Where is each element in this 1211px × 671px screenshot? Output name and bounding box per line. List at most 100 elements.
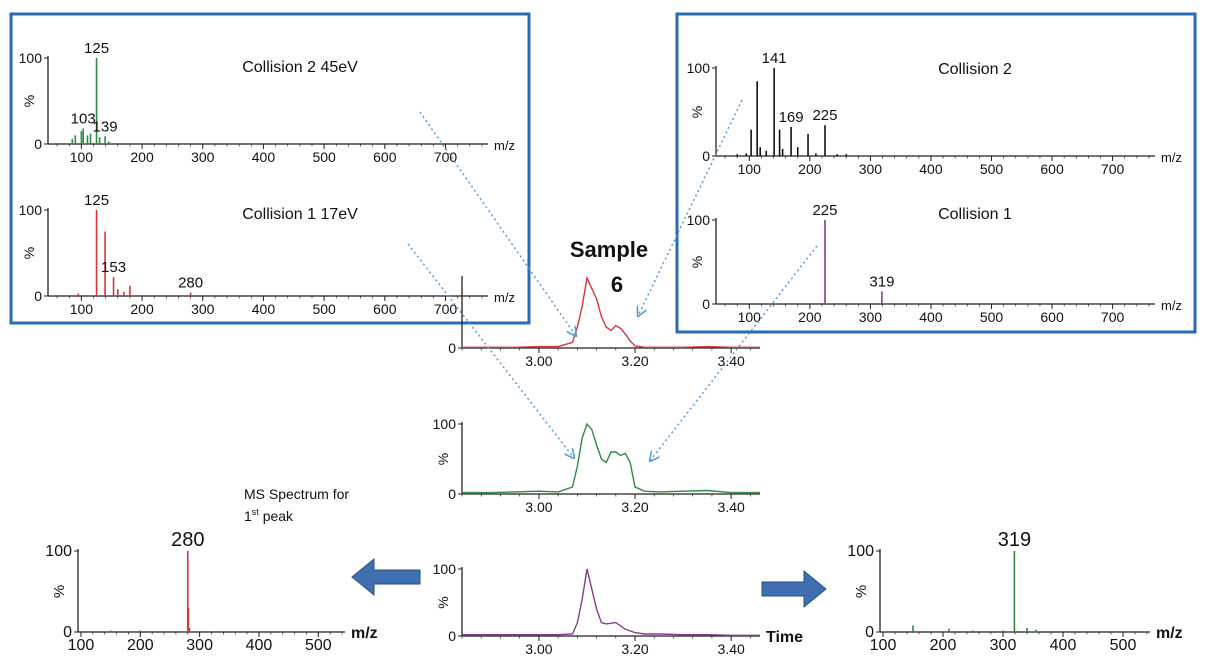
x-tick-label: 3.00 [525, 499, 552, 515]
chart-collision1-17ev: 100 200 300 400 500 600 700 0 100% m/z Collision 1… [19, 192, 515, 317]
arrow-collision1-right-to-green [650, 245, 818, 461]
x-tick-label: 3.40 [718, 499, 745, 515]
right-block-arrow [761, 569, 827, 609]
x-tick-label: 3.20 [621, 499, 648, 515]
peak-label: 125 [84, 40, 109, 57]
y-axis-label: % [51, 585, 68, 598]
ms-spectrum-caption-line1: MS Spectrum for [244, 486, 349, 502]
chart-title: Collision 1 17eV [242, 206, 358, 223]
chart-title: Collision 2 [938, 61, 1012, 78]
x-tick-label: 100 [738, 161, 762, 177]
x-tick-label: 300 [191, 301, 215, 317]
y-axis-label: % [689, 106, 705, 118]
x-tick-label: 400 [919, 309, 943, 325]
y-tick-label: 0 [34, 288, 42, 304]
peak-label: 153 [101, 259, 126, 276]
chart-chromatogram-purple: 3.00 3.20 3.40 0 100% Time [433, 561, 804, 657]
left-collision-box [9, 12, 531, 325]
y-axis-label: % [21, 247, 37, 259]
caption-sup: st [252, 507, 260, 517]
y-tick-label: 0 [865, 624, 874, 641]
ms-spectrum-caption-line2: 1st peak [244, 507, 294, 524]
y-tick-label: 100 [45, 543, 72, 560]
y-tick-label: 100 [433, 561, 457, 577]
x-tick-label: 500 [980, 309, 1004, 325]
x-tick-label: 400 [252, 301, 276, 317]
chromatogram-trace [462, 422, 760, 494]
x-tick-label: 700 [1101, 309, 1125, 325]
y-axis-label: % [21, 95, 37, 107]
peak-label: 169 [779, 109, 804, 126]
x-tick-label: 300 [859, 309, 883, 325]
y-tick-label: 0 [702, 148, 710, 164]
x-tick-label: 200 [798, 161, 822, 177]
x-tick-label: 200 [127, 637, 154, 654]
x-tick-label: 3.00 [525, 641, 552, 657]
y-tick-label: 0 [702, 296, 710, 312]
x-tick-label: 700 [1101, 161, 1125, 177]
y-tick-label: 0 [448, 628, 456, 644]
chart-title: Collision 1 [938, 206, 1012, 223]
peak-label: 280 [171, 529, 204, 551]
x-tick-label: 500 [1110, 637, 1137, 654]
right-collision-box [675, 12, 1197, 334]
chart-collision2-45ev: 100 200 300 400 500 600 700 0 100% m/z Collision 2… [19, 40, 515, 165]
x-axis-label: m/z [494, 290, 515, 305]
y-tick-label: 100 [19, 202, 43, 218]
sample-number: 6 [611, 272, 623, 297]
y-axis-label: % [435, 596, 451, 608]
x-tick-label: 3.20 [621, 353, 648, 369]
x-tick-label: 500 [980, 161, 1004, 177]
arrow-collision2-right-to-red [638, 99, 743, 316]
x-tick-label: 300 [859, 161, 883, 177]
x-tick-label: 700 [434, 301, 458, 317]
x-tick-label: 300 [186, 637, 213, 654]
x-tick-label: 600 [373, 301, 397, 317]
x-axis-label: Time [766, 629, 803, 646]
x-tick-label: 100 [870, 637, 897, 654]
y-tick-label: 100 [19, 50, 43, 66]
x-axis-label: m/z [1161, 150, 1182, 165]
x-tick-label: 500 [312, 301, 336, 317]
arrow-collision2-45ev-to-red [419, 111, 576, 336]
peak-label: 125 [84, 192, 109, 209]
peak-label: 319 [998, 529, 1031, 551]
left-block-arrow [351, 557, 421, 597]
x-tick-label: 300 [191, 149, 215, 165]
x-tick-label: 400 [919, 161, 943, 177]
x-tick-label: 600 [1040, 309, 1064, 325]
pointer-arrows [407, 99, 818, 461]
x-axis-label: m/z [1156, 625, 1183, 642]
x-tick-label: 3.40 [718, 641, 745, 657]
x-tick-label: 600 [373, 149, 397, 165]
chart-collision1-right: 100 200 300 400 500 600 700 0 100% m/z Collision 1… [687, 202, 1182, 325]
x-tick-label: 200 [930, 637, 957, 654]
x-tick-label: 3.00 [525, 353, 552, 369]
x-tick-label: 100 [738, 309, 762, 325]
y-tick-label: 0 [63, 624, 72, 641]
arrow-collision1-17ev-to-green [407, 243, 574, 458]
x-tick-label: 100 [70, 149, 94, 165]
peak-label: 225 [812, 107, 837, 124]
chart-chromatogram-green: 3.00 3.20 3.40 0 100% [433, 416, 760, 515]
y-tick-label: 100 [433, 416, 457, 432]
x-axis-label: m/z [1161, 298, 1182, 313]
peak-label: 225 [812, 202, 837, 219]
x-tick-label: 200 [798, 309, 822, 325]
chart-title: Collision 2 45eV [242, 59, 358, 76]
peak-label: 319 [869, 273, 894, 290]
y-tick-label: 0 [34, 136, 42, 152]
x-tick-label: 100 [68, 637, 95, 654]
x-tick-label: 600 [1040, 161, 1064, 177]
y-tick-label: 100 [687, 212, 711, 228]
x-tick-label: 400 [246, 637, 273, 654]
x-tick-label: 300 [990, 637, 1017, 654]
y-tick-label: 0 [448, 486, 456, 502]
x-tick-label: 500 [305, 637, 332, 654]
y-axis-label: % [435, 453, 451, 465]
x-tick-label: 400 [1050, 637, 1077, 654]
y-tick-label: 100 [687, 60, 711, 76]
y-tick-label: 0 [448, 340, 456, 356]
